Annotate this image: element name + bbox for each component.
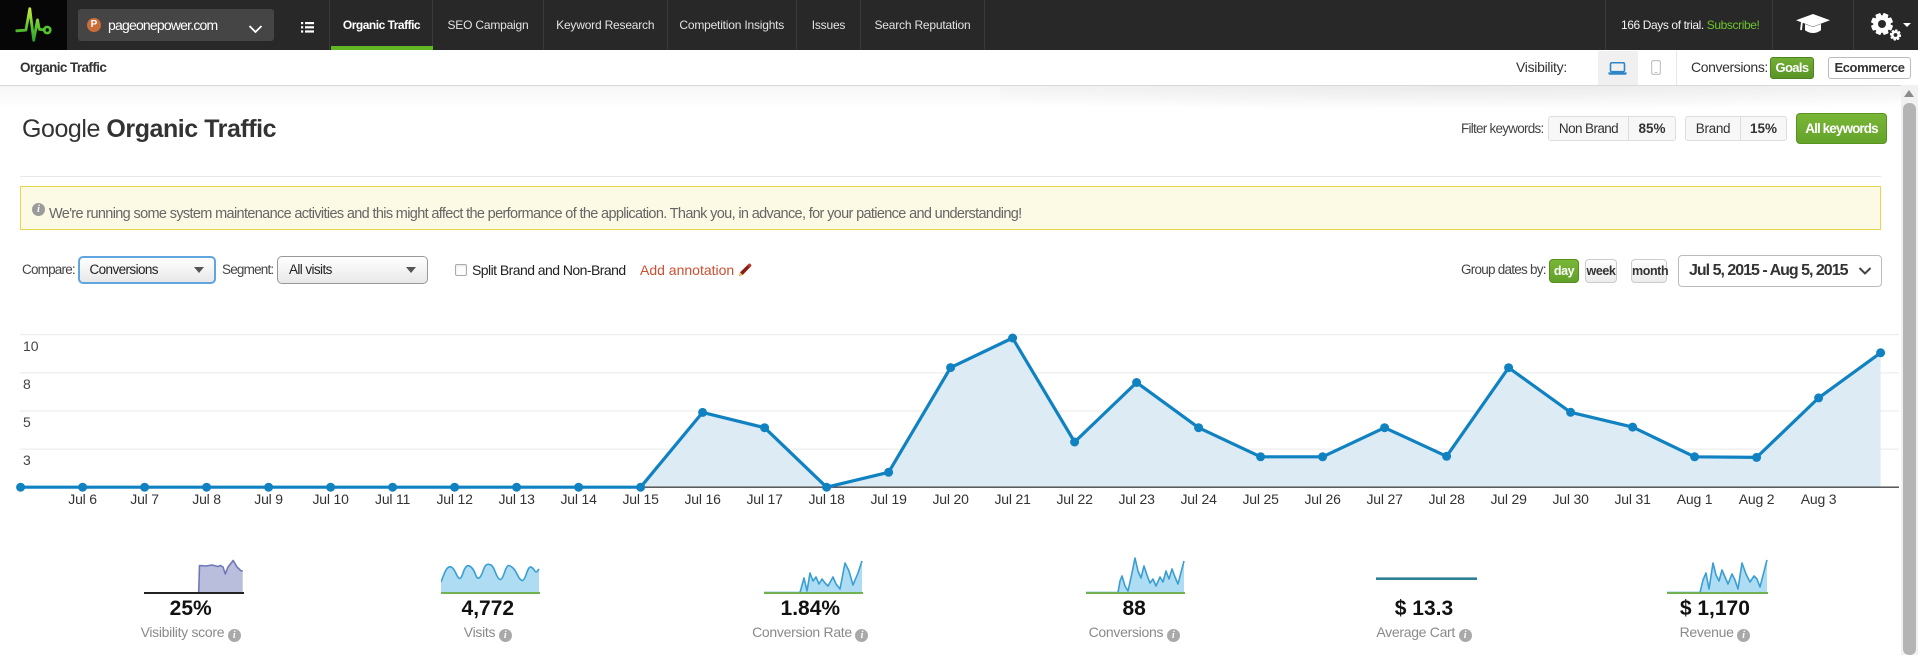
svg-text:5: 5 (23, 414, 31, 430)
svg-text:Jul 21: Jul 21 (995, 491, 1032, 507)
svg-text:Jul 23: Jul 23 (1119, 491, 1156, 507)
svg-text:Jul 26: Jul 26 (1305, 491, 1342, 507)
svg-text:Jul 18: Jul 18 (809, 491, 846, 507)
svg-text:3: 3 (23, 452, 31, 468)
svg-text:Jul 16: Jul 16 (685, 491, 722, 507)
svg-text:Jul 14: Jul 14 (561, 491, 598, 507)
svg-text:10: 10 (23, 338, 39, 354)
svg-text:8: 8 (23, 376, 31, 392)
svg-text:Jul 11: Jul 11 (375, 491, 411, 507)
svg-text:Jul 6: Jul 6 (68, 491, 97, 507)
svg-text:Jul 7: Jul 7 (130, 491, 159, 507)
svg-text:Jul 17: Jul 17 (747, 491, 784, 507)
svg-text:Jul 12: Jul 12 (437, 491, 474, 507)
svg-text:Aug 3: Aug 3 (1801, 491, 1837, 507)
svg-text:Jul 8: Jul 8 (192, 491, 221, 507)
svg-text:Jul 22: Jul 22 (1057, 491, 1094, 507)
svg-text:Jul 30: Jul 30 (1553, 491, 1590, 507)
svg-text:Jul 27: Jul 27 (1367, 491, 1404, 507)
svg-text:Jul 19: Jul 19 (871, 491, 908, 507)
svg-text:Jul 10: Jul 10 (313, 491, 350, 507)
svg-text:Jul 9: Jul 9 (254, 491, 283, 507)
svg-text:Aug 1: Aug 1 (1677, 491, 1713, 507)
svg-text:Jul 15: Jul 15 (623, 491, 660, 507)
svg-text:Jul 25: Jul 25 (1243, 491, 1280, 507)
svg-text:Jul 31: Jul 31 (1615, 491, 1652, 507)
svg-text:Jul 28: Jul 28 (1429, 491, 1466, 507)
svg-text:Jul 29: Jul 29 (1491, 491, 1528, 507)
svg-text:Jul 24: Jul 24 (1181, 491, 1218, 507)
svg-text:Jul 13: Jul 13 (499, 491, 536, 507)
svg-text:Jul 20: Jul 20 (933, 491, 970, 507)
svg-text:Aug 2: Aug 2 (1739, 491, 1775, 507)
